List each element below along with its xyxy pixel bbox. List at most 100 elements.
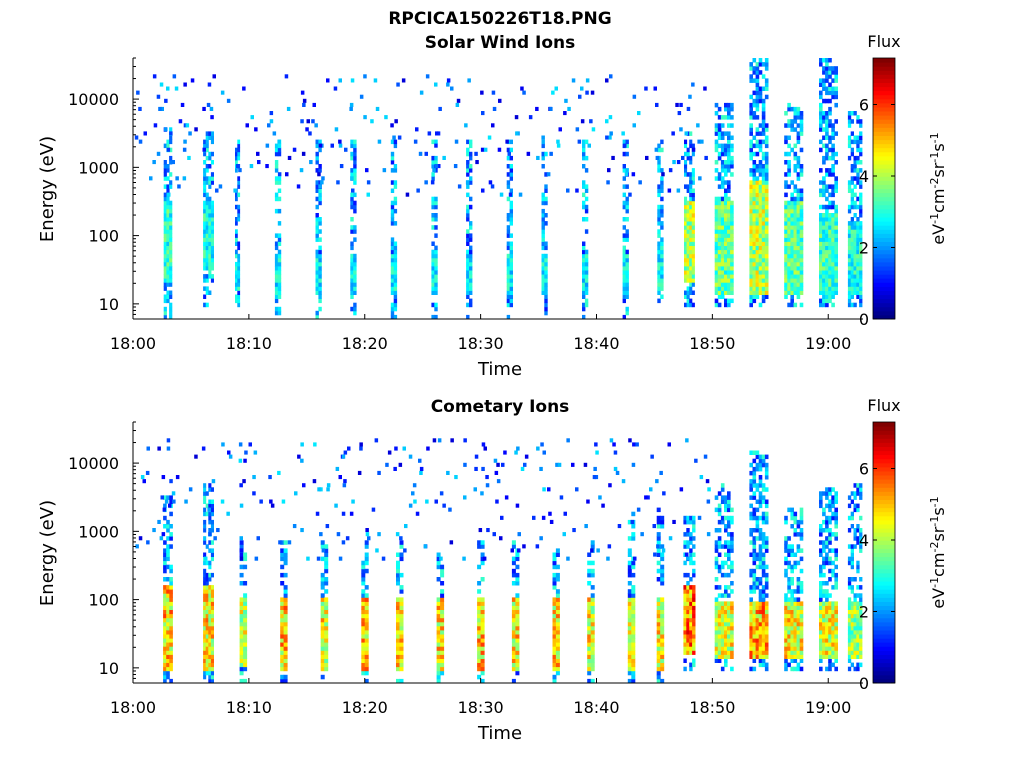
flux-cell bbox=[627, 621, 632, 627]
flux-cell bbox=[567, 106, 571, 111]
flux-cell bbox=[793, 229, 798, 234]
flux-cell bbox=[555, 617, 560, 623]
flux-cell bbox=[660, 634, 665, 639]
colorbar-swatch bbox=[873, 617, 895, 623]
flux-cell bbox=[834, 625, 838, 631]
flux-cell bbox=[761, 589, 766, 594]
flux-cell bbox=[466, 261, 470, 267]
flux-cell bbox=[790, 298, 794, 304]
flux-cell bbox=[207, 82, 212, 87]
flux-cell bbox=[692, 528, 696, 533]
flux-cell bbox=[210, 589, 214, 594]
flux-cell bbox=[856, 217, 860, 222]
flux-cell bbox=[720, 560, 725, 566]
flux-cell bbox=[205, 192, 209, 198]
flux-cell bbox=[364, 670, 369, 676]
flux-cell bbox=[787, 634, 791, 639]
flux-cell bbox=[724, 274, 728, 279]
flux-cell bbox=[208, 233, 212, 238]
flux-cell bbox=[679, 127, 683, 132]
colorbar-swatch bbox=[873, 430, 895, 435]
flux-cell bbox=[390, 180, 395, 185]
flux-cell bbox=[834, 613, 838, 619]
flux-cell bbox=[609, 74, 613, 79]
flux-cell bbox=[761, 241, 766, 246]
flux-cell bbox=[822, 184, 826, 189]
flux-cell bbox=[717, 253, 722, 259]
flux-cell bbox=[714, 139, 719, 145]
flux-cell bbox=[203, 487, 207, 492]
flux-cell bbox=[828, 200, 832, 206]
flux-cell bbox=[194, 127, 198, 132]
flux-cell bbox=[730, 278, 734, 283]
flux-cell bbox=[689, 662, 693, 668]
flux-cell bbox=[787, 261, 791, 267]
flux-cell bbox=[717, 544, 722, 549]
flux-cell bbox=[796, 597, 801, 602]
flux-cell bbox=[684, 270, 688, 275]
flux-cell bbox=[399, 650, 404, 655]
flux-cell bbox=[280, 654, 285, 659]
flux-cell bbox=[506, 253, 511, 259]
flux-cell bbox=[163, 560, 167, 566]
flux-cell bbox=[415, 127, 419, 132]
colorbar-swatch bbox=[873, 249, 895, 255]
flux-cell bbox=[831, 662, 835, 668]
flux-cell bbox=[796, 609, 801, 615]
flux-cell bbox=[752, 581, 757, 586]
flux-cell bbox=[584, 298, 589, 304]
flux-cell bbox=[277, 253, 282, 259]
flux-cell bbox=[209, 106, 214, 111]
flux-cell bbox=[764, 221, 769, 226]
flux-cell bbox=[353, 225, 357, 230]
flux-cell bbox=[764, 225, 769, 230]
flux-cell bbox=[506, 290, 511, 295]
flux-cell bbox=[691, 302, 695, 308]
flux-cell bbox=[784, 597, 788, 602]
flux-cell bbox=[300, 442, 304, 447]
flux-cell bbox=[819, 499, 823, 504]
flux-cell bbox=[689, 630, 693, 635]
flux-cell bbox=[152, 74, 157, 79]
flux-cell bbox=[203, 491, 207, 496]
flux-cell bbox=[283, 556, 288, 562]
x-tick-label: 18:50 bbox=[689, 698, 735, 717]
x-tick-label: 18:30 bbox=[458, 334, 504, 353]
flux-cell bbox=[364, 658, 369, 663]
flux-cell bbox=[169, 217, 173, 222]
colorbar-swatch bbox=[873, 552, 895, 558]
flux-cell bbox=[749, 589, 753, 594]
flux-cell bbox=[717, 585, 722, 590]
flux-cell bbox=[210, 524, 214, 529]
flux-cell bbox=[587, 646, 592, 651]
flux-cell bbox=[752, 111, 757, 116]
flux-cell bbox=[625, 237, 629, 242]
flux-cell bbox=[440, 597, 445, 602]
flux-cell bbox=[621, 131, 625, 136]
flux-cell bbox=[210, 229, 214, 234]
flux-cell bbox=[787, 613, 791, 619]
flux-cell bbox=[686, 572, 690, 578]
flux-cell bbox=[828, 119, 832, 124]
flux-cell bbox=[793, 609, 798, 615]
flux-cell bbox=[657, 245, 661, 251]
flux-cell bbox=[350, 245, 354, 251]
flux-cell bbox=[784, 245, 788, 251]
flux-cell bbox=[169, 625, 173, 631]
flux-cell bbox=[587, 572, 592, 578]
flux-cell bbox=[799, 617, 804, 623]
flux-cell bbox=[834, 564, 838, 570]
flux-cell bbox=[169, 601, 173, 606]
flux-cell bbox=[793, 266, 798, 271]
flux-cell bbox=[613, 450, 618, 455]
flux-cell bbox=[724, 151, 728, 157]
flux-cell bbox=[315, 266, 319, 271]
flux-cell bbox=[660, 253, 664, 259]
flux-cell bbox=[208, 646, 212, 651]
flux-cell bbox=[752, 548, 757, 553]
data-burst bbox=[784, 507, 804, 672]
colorbar-swatch bbox=[873, 609, 895, 615]
flux-cell bbox=[480, 560, 485, 566]
flux-cell bbox=[208, 229, 212, 234]
flux-cell bbox=[480, 544, 485, 549]
